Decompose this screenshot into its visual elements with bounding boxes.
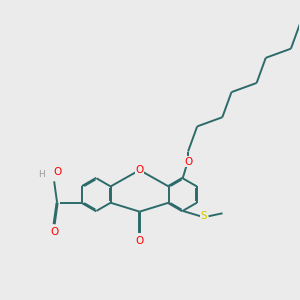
Text: O: O xyxy=(136,236,144,246)
Text: O: O xyxy=(136,165,144,175)
Text: H: H xyxy=(38,170,45,179)
Text: O: O xyxy=(53,167,61,177)
Text: S: S xyxy=(201,211,207,221)
Text: O: O xyxy=(50,227,58,238)
Text: O: O xyxy=(184,157,192,167)
